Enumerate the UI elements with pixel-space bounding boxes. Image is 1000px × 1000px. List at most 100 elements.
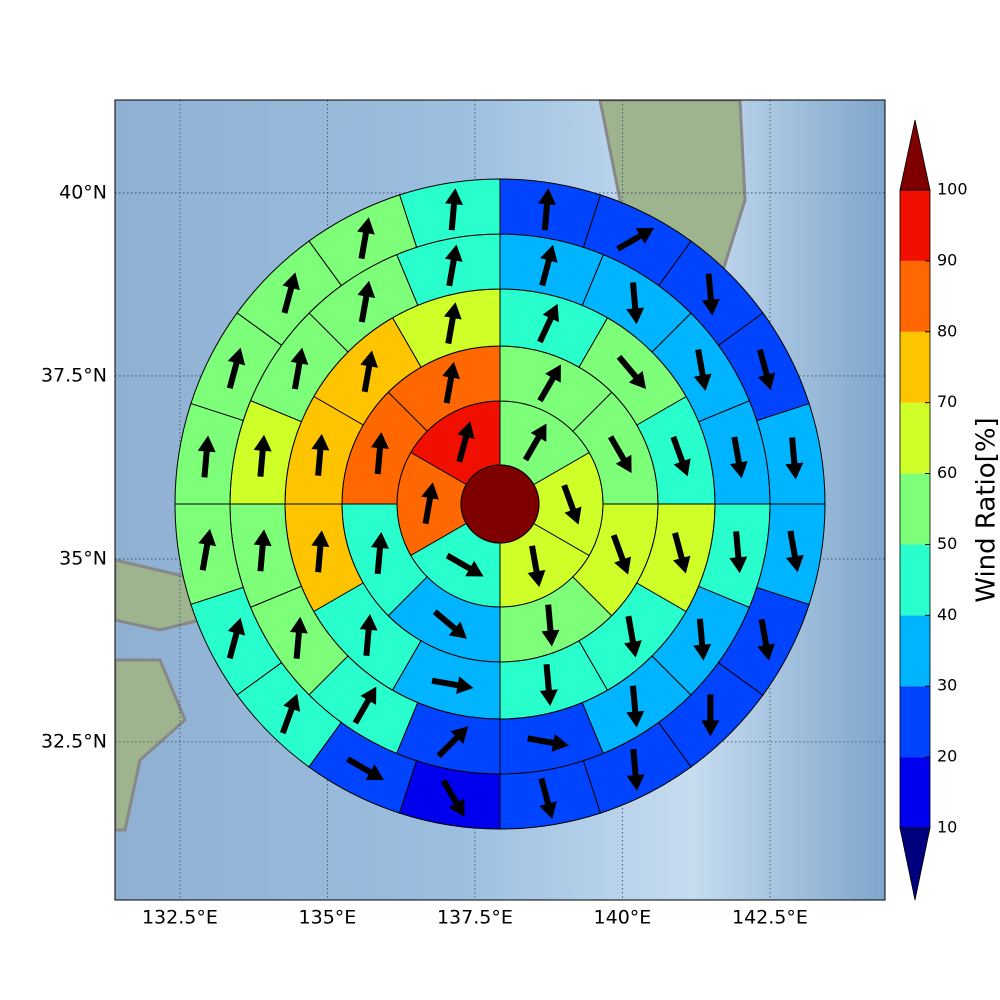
wind-arrow <box>456 421 475 463</box>
wind-arrow <box>786 530 804 573</box>
wind-arrow <box>253 529 272 572</box>
wind-arrow <box>730 436 748 479</box>
wind-arrow <box>290 347 309 390</box>
colorbar-segment <box>900 473 930 545</box>
y-tick-label: 37.5°N <box>41 364 107 386</box>
wind-arrow <box>352 686 377 725</box>
colorbar-tick-label: 100 <box>937 180 968 199</box>
wind-arrow <box>757 618 775 661</box>
x-tick-label: 142.5°E <box>732 907 808 929</box>
colorbar-segment <box>900 190 930 261</box>
colorbar-segment <box>900 544 930 616</box>
x-tick-label: 132.5°E <box>142 907 218 929</box>
wind-arrow <box>443 302 462 345</box>
wind-arrow <box>440 779 465 817</box>
wind-arrow <box>198 528 217 571</box>
wind-arrow <box>693 349 712 391</box>
wind-arrow <box>729 531 748 574</box>
wind-arrow <box>785 437 804 480</box>
x-tick-label: 140°E <box>594 907 652 929</box>
wind-arrow <box>357 217 375 260</box>
wind-arrow <box>311 433 330 476</box>
wind-arrow <box>670 435 691 477</box>
wind-arrow <box>421 482 439 525</box>
colorbar-frame <box>899 189 931 829</box>
y-tick-label: 35°N <box>59 547 107 569</box>
wind-arrow <box>610 534 632 575</box>
wind-arrow <box>672 532 691 574</box>
y-tick-label: 40°N <box>59 181 107 203</box>
wind-arrow <box>626 748 645 791</box>
land-kyushu <box>115 658 187 832</box>
x-tick-label: 137.5°E <box>437 907 513 929</box>
wind-arrow <box>436 726 469 759</box>
wind-arrow <box>432 609 467 639</box>
wind-arrow <box>539 663 558 707</box>
colorbar-tick-label: 60 <box>937 463 957 482</box>
wind-arrow <box>360 350 379 393</box>
wind-arrow <box>442 361 460 404</box>
wind-arrow <box>538 777 557 820</box>
colorbar-tick-label: 50 <box>937 534 957 553</box>
colorbar-under <box>899 827 931 901</box>
wind-arrow <box>624 615 642 658</box>
wind-arrow <box>607 435 632 474</box>
colorbar-tick-label: 40 <box>937 605 957 624</box>
wind-arrow <box>281 272 300 314</box>
wind-arrow <box>527 545 546 588</box>
wind-arrow <box>522 423 547 462</box>
wind-arrow <box>445 188 463 231</box>
wind-arrow <box>226 347 246 390</box>
colorbar-segment <box>900 757 930 828</box>
wind-arrow <box>626 685 645 728</box>
colorbar-segment <box>900 260 930 332</box>
wind-arrow <box>626 282 645 325</box>
plot-frame <box>114 99 886 901</box>
wind-arrow <box>537 303 559 344</box>
colorbar-tick-label: 80 <box>937 321 957 340</box>
sectors <box>174 178 826 830</box>
wind-arrow <box>370 432 389 475</box>
sector <box>499 178 602 248</box>
colorbar-segment <box>900 686 930 758</box>
wind-arrow <box>444 244 463 287</box>
wind-arrow <box>311 530 330 573</box>
y-tick-label: 32.5°N <box>41 730 107 752</box>
wind-arrow <box>357 280 376 323</box>
colorbar-tick-label: 70 <box>937 392 957 411</box>
wind-arrow <box>541 604 560 647</box>
colorbar-label: Wind Ratio[%] <box>972 417 1000 602</box>
wind-arrow <box>279 693 301 735</box>
wind-arrow <box>616 354 647 389</box>
colorbar-tick-label: 20 <box>937 747 957 766</box>
wind-arrow <box>757 348 776 391</box>
x-tick-label: 135°E <box>299 907 357 929</box>
wind-arrow <box>539 244 558 287</box>
wind-arrow <box>527 734 569 752</box>
wind-arrow <box>701 694 720 737</box>
colorbar-tick-label: 90 <box>937 250 957 269</box>
wind-arrow <box>370 532 389 575</box>
colorbar-over <box>899 119 931 191</box>
wind-arrow <box>197 435 216 478</box>
colorbar-segment <box>900 331 930 403</box>
colorbar-tick-label: 30 <box>937 676 957 695</box>
wind-arrow <box>289 616 308 659</box>
colorbar: 10 20 30 40 50 60 70 80 90 100 <box>899 119 968 901</box>
wind-arrow <box>537 364 561 403</box>
wind-arrow <box>253 434 272 477</box>
wind-arrow <box>538 188 557 231</box>
wind-arrow <box>359 613 378 657</box>
wind-arrow <box>226 617 246 660</box>
wind-arrow <box>561 484 582 525</box>
center-disk <box>460 464 540 544</box>
wind-arrow <box>346 756 384 781</box>
colorbar-segment <box>900 615 930 687</box>
wind-arrow <box>445 552 484 577</box>
wind-arrow <box>693 618 712 661</box>
colorbar-segment <box>900 402 930 474</box>
wind-arrow <box>431 676 474 695</box>
wind-arrow <box>701 273 720 316</box>
